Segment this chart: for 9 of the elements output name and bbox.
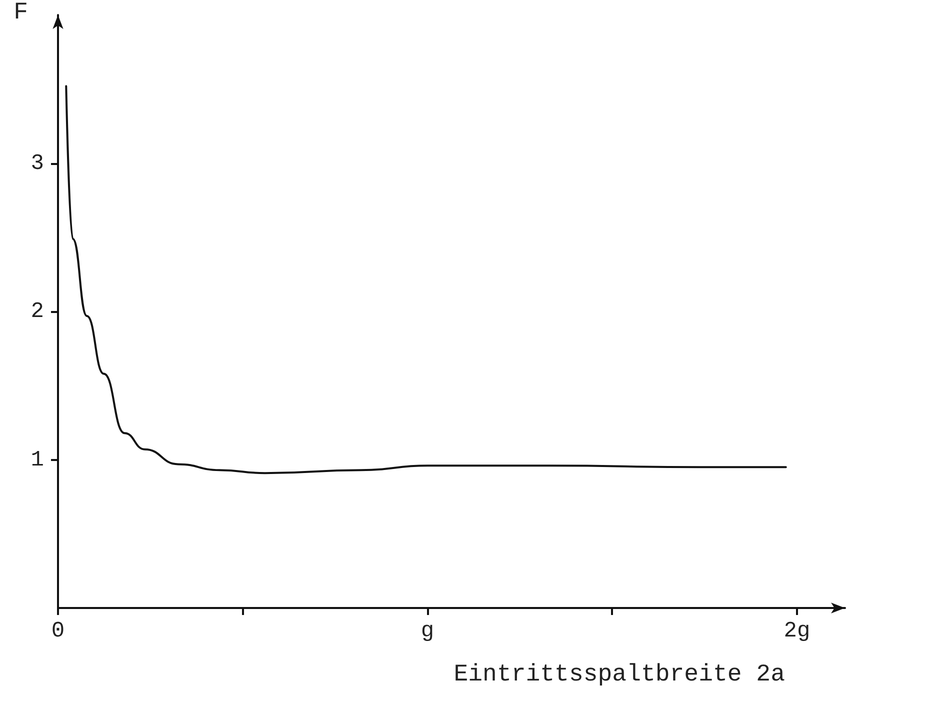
x-tick-label: 2g: [784, 618, 810, 644]
x-tick-label: g: [420, 618, 434, 644]
x-axis-title: Eintrittsspaltbreite 2a: [454, 662, 785, 688]
y-tick-label: 1: [30, 447, 44, 472]
y-tick-label: 2: [30, 299, 44, 324]
x-tick-label: 0: [51, 618, 65, 644]
y-tick-label: 3: [30, 150, 44, 176]
line-series: [65, 85, 787, 474]
y-axis-title: F: [14, 0, 28, 26]
